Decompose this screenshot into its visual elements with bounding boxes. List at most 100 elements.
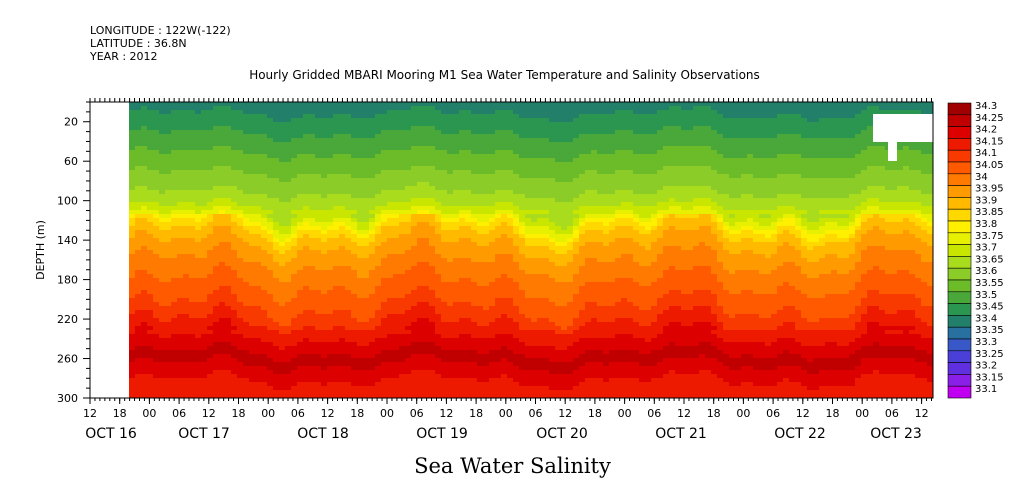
heatmap-cell — [171, 282, 178, 287]
heatmap-cell — [369, 122, 376, 127]
heatmap-cell — [357, 150, 364, 155]
heatmap-cell — [249, 174, 256, 179]
heatmap-cell — [483, 198, 490, 203]
heatmap-cell — [279, 138, 286, 143]
heatmap-cell — [183, 282, 190, 287]
heatmap-cell — [513, 354, 520, 359]
heatmap-cell — [141, 206, 148, 211]
heatmap-cell — [483, 134, 490, 139]
heatmap-cell — [465, 114, 472, 119]
heatmap-cell — [231, 346, 238, 351]
heatmap-cell — [195, 318, 202, 323]
heatmap-cell — [183, 302, 190, 307]
heatmap-cell — [333, 222, 340, 227]
heatmap-cell — [369, 138, 376, 143]
heatmap-cell — [423, 166, 430, 171]
heatmap-cell — [477, 350, 484, 355]
heatmap-cell — [255, 282, 262, 287]
heatmap-cell — [399, 210, 406, 215]
heatmap-cell — [285, 282, 292, 287]
heatmap-cell — [465, 370, 472, 375]
heatmap-cell — [375, 262, 382, 267]
heatmap-cell — [297, 206, 304, 211]
heatmap-cell — [387, 162, 394, 167]
heatmap-cell — [213, 158, 220, 163]
heatmap-cell — [159, 354, 166, 359]
heatmap-cell — [519, 250, 526, 255]
heatmap-cell — [459, 198, 466, 203]
heatmap-cell — [183, 218, 190, 223]
heatmap-cell — [309, 138, 316, 143]
heatmap-cell — [405, 382, 412, 387]
heatmap-cell — [441, 270, 448, 275]
heatmap-cell — [159, 282, 166, 287]
heatmap-cell — [381, 154, 388, 159]
heatmap-cell — [501, 334, 508, 339]
heatmap-cell — [255, 214, 262, 219]
heatmap-cell — [321, 354, 328, 359]
heatmap-cell — [483, 154, 490, 159]
heatmap-cell — [219, 186, 226, 191]
heatmap-cell — [255, 286, 262, 291]
heatmap-cell — [297, 198, 304, 203]
heatmap-cell — [471, 218, 478, 223]
heatmap-cell — [519, 342, 526, 347]
heatmap-cell — [285, 230, 292, 235]
heatmap-cell — [495, 178, 502, 183]
heatmap-cell — [471, 346, 478, 351]
heatmap-cell — [393, 150, 400, 155]
heatmap-cell — [213, 194, 220, 199]
heatmap-cell — [267, 310, 274, 315]
heatmap-cell — [387, 354, 394, 359]
heatmap-cell — [369, 166, 376, 171]
heatmap-cell — [513, 302, 520, 307]
heatmap-cell — [213, 134, 220, 139]
heatmap-cell — [303, 162, 310, 167]
heatmap-cell — [357, 386, 364, 391]
heatmap-cell — [129, 190, 136, 195]
heatmap-cell — [261, 274, 268, 279]
heatmap-cell — [429, 238, 436, 243]
heatmap-cell — [327, 330, 334, 335]
heatmap-cell — [225, 154, 232, 159]
heatmap-cell — [147, 114, 154, 119]
heatmap-cell — [129, 306, 136, 311]
heatmap-cell — [219, 238, 226, 243]
heatmap-cell — [345, 334, 352, 339]
heatmap-cell — [327, 182, 334, 187]
heatmap-cell — [441, 154, 448, 159]
heatmap-cell — [297, 154, 304, 159]
heatmap-cell — [381, 182, 388, 187]
heatmap-cell — [321, 346, 328, 351]
heatmap-cell — [171, 334, 178, 339]
heatmap-cell — [501, 126, 508, 131]
heatmap-cell — [285, 170, 292, 175]
heatmap-cell — [201, 314, 208, 319]
heatmap-cell — [369, 238, 376, 243]
heatmap-cell — [261, 314, 268, 319]
heatmap-cell — [381, 138, 388, 143]
heatmap-cell — [429, 326, 436, 331]
heatmap-cell — [171, 390, 178, 395]
heatmap-cell — [219, 170, 226, 175]
heatmap-cell — [393, 134, 400, 139]
heatmap-cell — [261, 246, 268, 251]
heatmap-cell — [291, 238, 298, 243]
heatmap-cell — [285, 338, 292, 343]
heatmap-cell — [321, 102, 328, 107]
heatmap-cell — [333, 158, 340, 163]
heatmap-cell — [219, 134, 226, 139]
heatmap-cell — [525, 278, 532, 283]
heatmap-cell — [303, 238, 310, 243]
heatmap-cell — [429, 270, 436, 275]
heatmap-cell — [195, 378, 202, 383]
heatmap-cell — [207, 318, 214, 323]
heatmap-cell — [327, 174, 334, 179]
heatmap-cell — [165, 182, 172, 187]
heatmap-cell — [435, 374, 442, 379]
heatmap-cell — [165, 262, 172, 267]
heatmap-cell — [363, 290, 370, 295]
heatmap-cell — [255, 390, 262, 395]
heatmap-cell — [237, 146, 244, 151]
heatmap-cell — [219, 218, 226, 223]
